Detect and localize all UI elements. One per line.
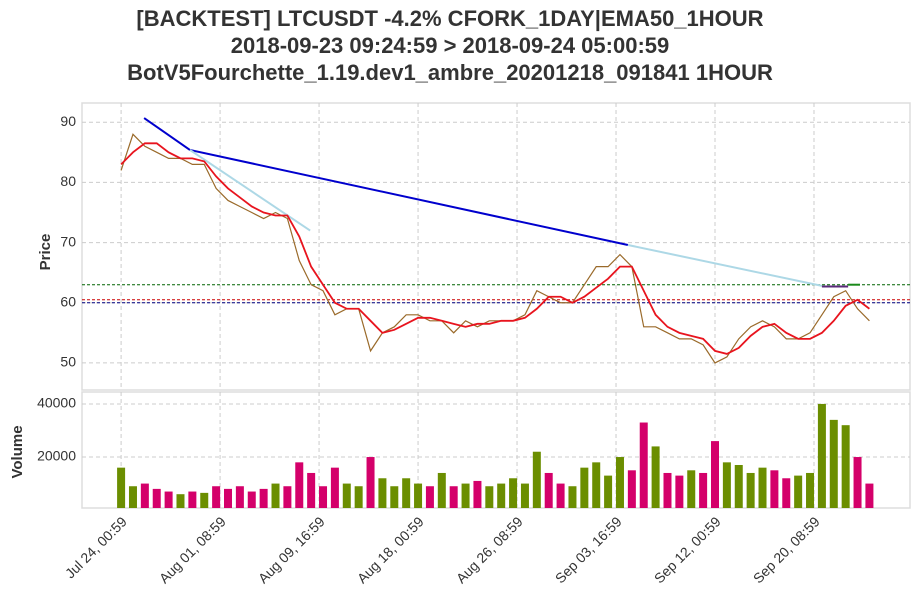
volume-bar bbox=[366, 457, 375, 508]
volume-bar bbox=[663, 472, 672, 508]
volume-bar bbox=[615, 457, 624, 508]
volume-bar bbox=[734, 464, 743, 508]
volume-bar bbox=[722, 462, 731, 508]
volume-bar bbox=[152, 488, 161, 508]
chart-title: BotV5Fourchette_1.19.dev1_ambre_20201218… bbox=[127, 60, 773, 85]
volume-bar bbox=[390, 486, 399, 508]
y-tick-label: 60 bbox=[60, 293, 76, 309]
volume-bar bbox=[651, 446, 660, 508]
x-tick-label: Jul 24, 00:59 bbox=[62, 513, 130, 581]
volume-bar bbox=[307, 472, 316, 508]
y-axis-label: Price bbox=[37, 234, 54, 271]
volume-bar bbox=[461, 483, 470, 508]
y-tick-label: 40000 bbox=[37, 395, 76, 411]
trend-line bbox=[627, 244, 823, 287]
volume-bar bbox=[865, 483, 874, 508]
volume-bar bbox=[829, 419, 838, 508]
volume-bar bbox=[782, 478, 791, 508]
volume-bar bbox=[342, 483, 351, 508]
chart-title: [BACKTEST] LTCUSDT -4.2% CFORK_1DAY|EMA5… bbox=[136, 6, 763, 31]
x-tick-label: Aug 18, 00:59 bbox=[354, 513, 427, 586]
volume-bar bbox=[485, 486, 494, 508]
volume-bar bbox=[247, 491, 256, 508]
volume-bar bbox=[330, 467, 339, 508]
panel-frame bbox=[81, 391, 911, 509]
volume-bar bbox=[212, 486, 221, 508]
volume-bar bbox=[556, 483, 565, 508]
volume-bar bbox=[224, 488, 233, 508]
panel-frame bbox=[81, 102, 911, 391]
volume-bar bbox=[188, 491, 197, 508]
volume-bar bbox=[271, 483, 280, 508]
y-tick-label: 50 bbox=[60, 354, 76, 370]
volume-bar bbox=[627, 470, 636, 508]
volume-bar bbox=[699, 472, 708, 508]
x-tick-label: Aug 01, 08:59 bbox=[156, 513, 229, 586]
volume-bar bbox=[414, 483, 423, 508]
volume-bar bbox=[235, 486, 244, 508]
volume-bar bbox=[509, 478, 518, 508]
volume-bar bbox=[259, 488, 268, 508]
volume-bar bbox=[592, 462, 601, 508]
volume-bar bbox=[437, 472, 446, 508]
chart-title: 2018-09-23 09:24:59 > 2018-09-24 05:00:5… bbox=[231, 33, 670, 58]
volume-bar bbox=[532, 451, 541, 508]
volume-bar bbox=[354, 486, 363, 508]
x-tick-label: Aug 26, 08:59 bbox=[453, 513, 526, 586]
volume-bar bbox=[675, 475, 684, 508]
y-tick-label: 90 bbox=[60, 113, 76, 129]
y-tick-label: 20000 bbox=[37, 448, 76, 464]
volume-bar bbox=[425, 486, 434, 508]
volume-bar bbox=[295, 462, 304, 508]
volume-bar bbox=[794, 475, 803, 508]
volume-bar bbox=[200, 492, 209, 508]
volume-bar bbox=[806, 472, 815, 508]
volume-bar bbox=[449, 486, 458, 508]
price-line bbox=[120, 142, 870, 355]
y-tick-label: 80 bbox=[60, 173, 76, 189]
volume-bar bbox=[319, 486, 328, 508]
volume-bar bbox=[128, 486, 137, 508]
volume-bar bbox=[283, 486, 292, 508]
trend-line bbox=[143, 117, 629, 246]
volume-bar bbox=[520, 483, 529, 508]
volume-bar bbox=[711, 441, 720, 508]
volume-bar bbox=[580, 467, 589, 508]
volume-bar bbox=[176, 494, 185, 508]
volume-bar bbox=[746, 472, 755, 508]
volume-bar bbox=[604, 475, 613, 508]
volume-bar bbox=[402, 478, 411, 508]
volume-bar bbox=[817, 403, 826, 508]
trend-line bbox=[189, 149, 311, 232]
volume-bar bbox=[568, 486, 577, 508]
volume-bar bbox=[687, 470, 696, 508]
y-axis-label: Volume bbox=[9, 425, 26, 478]
volume-bar bbox=[140, 483, 149, 508]
volume-bar bbox=[758, 467, 767, 508]
volume-bar bbox=[117, 467, 126, 508]
x-tick-label: Aug 09, 16:59 bbox=[255, 513, 328, 586]
y-tick-label: 70 bbox=[60, 233, 76, 249]
volume-bar bbox=[544, 472, 553, 508]
price-line bbox=[120, 133, 870, 364]
x-tick-label: Sep 20, 08:59 bbox=[750, 513, 823, 586]
volume-bar bbox=[164, 491, 173, 508]
volume-bar bbox=[770, 470, 779, 508]
volume-bar bbox=[473, 480, 482, 508]
volume-bar bbox=[497, 483, 506, 508]
volume-bar bbox=[378, 478, 387, 508]
volume-bar bbox=[853, 457, 862, 508]
volume-bar bbox=[841, 425, 850, 508]
x-tick-label: Sep 03, 16:59 bbox=[552, 513, 625, 586]
x-tick-label: Sep 12, 00:59 bbox=[651, 513, 724, 586]
volume-bar bbox=[639, 422, 648, 508]
